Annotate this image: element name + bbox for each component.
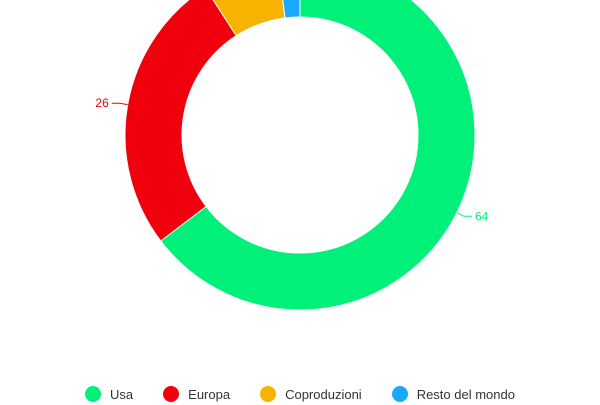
- legend-item-europa[interactable]: Europa: [163, 386, 230, 402]
- label-connector-europa: [111, 102, 128, 106]
- slice-europa[interactable]: [124, 0, 237, 242]
- data-label-usa: 64: [475, 209, 489, 223]
- legend-item-usa[interactable]: Usa: [85, 386, 133, 402]
- slice-usa[interactable]: [160, 0, 476, 311]
- legend-label-usa: Usa: [110, 386, 134, 402]
- data-label-europa: 26: [95, 96, 109, 110]
- slices-group: [124, 0, 476, 311]
- legend-label-resto-del-mondo: Resto del mondo: [416, 386, 515, 402]
- legend-swatch-coproduzioni: [260, 386, 277, 402]
- slice-resto-del-mondo[interactable]: [278, 0, 301, 19]
- legend-item-resto-del-mondo[interactable]: Resto del mondo: [391, 386, 515, 402]
- data-labels-group: 64 26: [95, 96, 488, 223]
- chart-legend: Usa Europa Coproduzioni Resto del mondo: [0, 383, 600, 405]
- legend-swatch-europa: [163, 386, 180, 402]
- legend-swatch-usa: [85, 386, 102, 402]
- slice-coproduzioni[interactable]: [205, 0, 286, 37]
- legend-label-europa: Europa: [188, 386, 231, 402]
- legend-label-coproduzioni: Coproduzioni: [285, 386, 362, 402]
- label-connector-usa: [456, 212, 472, 217]
- legend-item-coproduzioni[interactable]: Coproduzioni: [260, 386, 362, 402]
- legend-swatch-resto-del-mondo: [391, 386, 408, 402]
